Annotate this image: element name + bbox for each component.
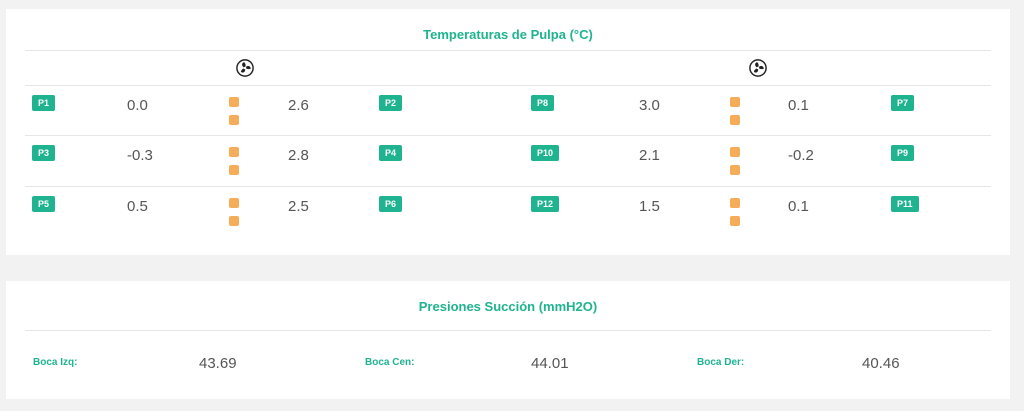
indicator: [730, 165, 740, 175]
probe-value: 2.8: [288, 147, 309, 164]
probe-value: -0.3: [127, 147, 153, 164]
probe-tag: P9: [891, 145, 915, 161]
probe-tag: P4: [379, 145, 403, 161]
pressure-value-der: 40.46: [862, 355, 900, 372]
indicator: [229, 165, 239, 175]
probe-value: 1.5: [639, 198, 660, 215]
indicator: [229, 216, 239, 226]
indicator: [229, 147, 239, 157]
probe-tag: P6: [379, 196, 403, 212]
temperaturas-title: Temperaturas de Pulpa (°C): [423, 27, 593, 42]
presiones-title: Presiones Succión (mmH2O): [418, 299, 598, 314]
pressure-label-der: Boca Der:: [697, 357, 745, 368]
pressure-value-cen: 44.01: [531, 355, 569, 372]
probe-tag: P10: [531, 145, 560, 161]
divider: [25, 85, 991, 86]
divider: [25, 186, 991, 187]
indicator: [730, 115, 740, 125]
pressure-label-izq: Boca Izq:: [33, 357, 78, 368]
pressure-label-cen: Boca Cen:: [365, 357, 415, 368]
divider: [25, 50, 991, 51]
indicator: [730, 97, 740, 107]
probe-value: 0.1: [788, 97, 809, 114]
probe-tag: P7: [891, 95, 915, 111]
probe-value: 3.0: [639, 97, 660, 114]
probe-tag: P2: [379, 95, 403, 111]
indicator: [730, 216, 740, 226]
probe-tag: P5: [32, 196, 56, 212]
divider: [25, 135, 991, 136]
probe-value: 0.1: [788, 198, 809, 215]
probe-value: 2.6: [288, 97, 309, 114]
indicator: [730, 147, 740, 157]
indicator: [229, 97, 239, 107]
presiones-card: Presiones Succión (mmH2O) Boca Izq: 43.6…: [6, 281, 1010, 399]
probe-value: -0.2: [788, 147, 814, 164]
temperaturas-card: Temperaturas de Pulpa (°C) P1 0.0 2.6 P2…: [6, 9, 1010, 255]
probe-value: 0.5: [127, 198, 148, 215]
probe-value: 0.0: [127, 97, 148, 114]
probe-tag: P1: [32, 95, 56, 111]
probe-value: 2.5: [288, 198, 309, 215]
divider: [25, 330, 991, 331]
pressure-value-izq: 43.69: [199, 355, 237, 372]
fan-icon: [749, 59, 767, 77]
fan-icon: [236, 59, 254, 77]
probe-value: 2.1: [639, 147, 660, 164]
indicator: [229, 115, 239, 125]
probe-tag: P3: [32, 145, 56, 161]
indicator: [730, 198, 740, 208]
indicator: [229, 198, 239, 208]
probe-tag: P12: [531, 196, 560, 212]
probe-tag: P11: [891, 196, 919, 212]
probe-tag: P8: [531, 95, 555, 111]
